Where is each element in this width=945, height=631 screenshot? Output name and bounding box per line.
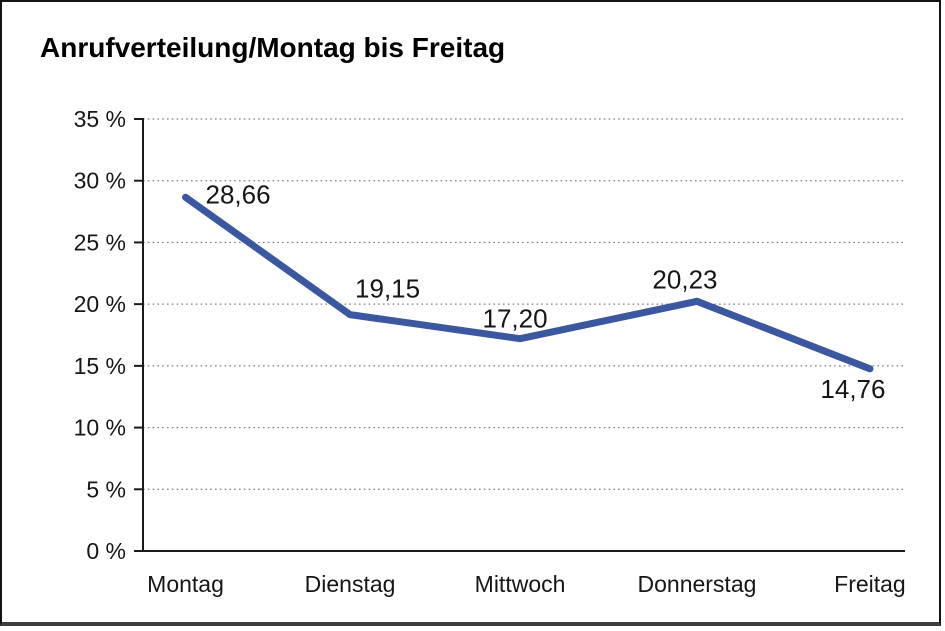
y-tick-label: 30 %: [74, 168, 126, 194]
x-tick-label: Freitag: [834, 571, 906, 597]
y-tick-label: 0 %: [86, 538, 126, 564]
data-point-label: 19,15: [355, 274, 420, 304]
y-tick-label: 20 %: [74, 291, 126, 317]
y-tick-label: 15 %: [74, 353, 126, 379]
data-point-label: 20,23: [652, 264, 717, 294]
data-point-label: 17,20: [482, 304, 547, 334]
x-tick-label: Dienstag: [305, 571, 396, 597]
x-tick-label: Donnerstag: [638, 571, 757, 597]
chart-title: Anrufverteilung/Montag bis Freitag: [40, 32, 506, 63]
y-tick-label: 25 %: [74, 229, 126, 255]
x-tick-label: Montag: [147, 571, 224, 597]
series-line: [182, 193, 874, 373]
data-point-label: 28,66: [206, 179, 271, 209]
y-tick-label: 35 %: [74, 106, 126, 132]
data-point-label: 14,76: [820, 374, 885, 404]
y-tick-label: 10 %: [74, 415, 126, 441]
x-tick-label: Mittwoch: [475, 571, 566, 597]
y-tick-label: 5 %: [86, 476, 126, 502]
